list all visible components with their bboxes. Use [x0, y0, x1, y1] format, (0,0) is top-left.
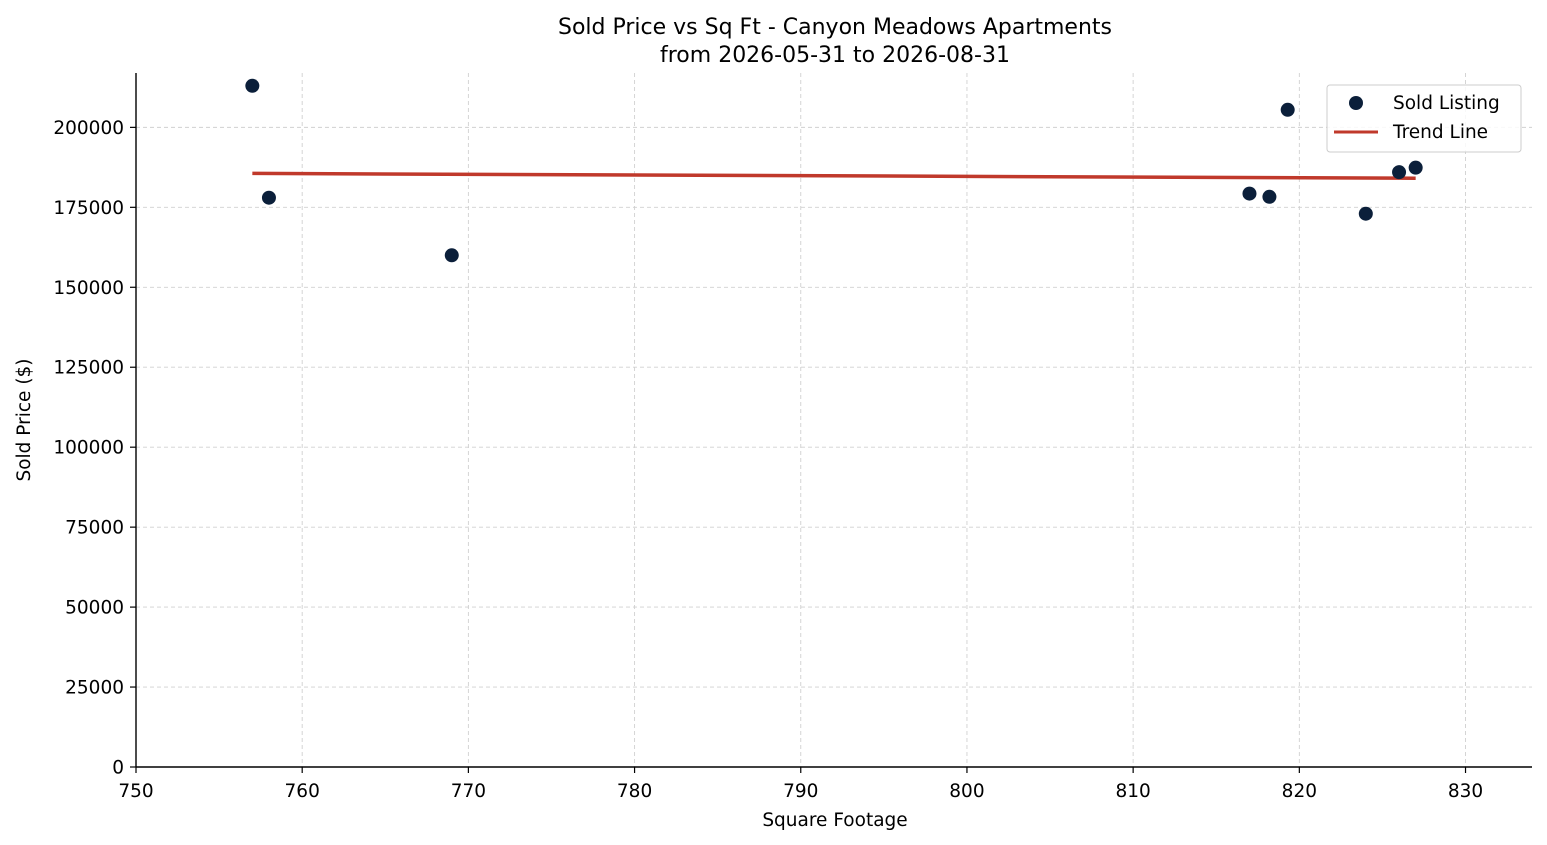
- legend-box: [1326, 84, 1522, 153]
- x-tick-label: 810: [1115, 781, 1150, 802]
- x-tick-label: 760: [285, 781, 320, 802]
- plot-marks: [245, 78, 1423, 263]
- y-tick-label: 125000: [53, 358, 124, 379]
- x-tick-label: 770: [451, 781, 486, 802]
- y-tick-label: 100000: [53, 438, 124, 459]
- legend-marker-sold-listing: [1349, 96, 1363, 110]
- chart-subtitle: from 2026-05-31 to 2026-08-31: [660, 43, 1010, 68]
- data-point: [1262, 189, 1277, 204]
- data-point: [1408, 160, 1423, 175]
- data-point: [1358, 206, 1373, 221]
- legend-label-trend-line: Trend Line: [1392, 122, 1488, 143]
- x-tick-label: 800: [949, 781, 984, 802]
- chart-title: Sold Price vs Sq Ft - Canyon Meadows Apa…: [558, 15, 1112, 40]
- x-tick-label: 790: [783, 781, 818, 802]
- data-point: [1242, 186, 1257, 201]
- x-axis-label: Square Footage: [762, 810, 907, 831]
- y-axis-label: Sold Price ($): [14, 358, 35, 481]
- y-tick-label: 175000: [53, 198, 124, 219]
- x-tick-label: 780: [617, 781, 652, 802]
- ticks: 750 760 770 780 790 800 810 820 830 0 25000 50000 75…: [53, 118, 1483, 802]
- y-tick-label: 200000: [53, 118, 124, 139]
- y-tick-label: 150000: [53, 278, 124, 299]
- y-tick-label: 50000: [65, 598, 124, 619]
- x-tick-label: 750: [118, 781, 153, 802]
- data-point: [1280, 102, 1295, 117]
- trend-line: [252, 171, 1416, 180]
- y-tick-label: 75000: [65, 518, 124, 539]
- x-tick-label: 820: [1282, 781, 1317, 802]
- data-point: [245, 78, 260, 93]
- x-tick-label: 830: [1448, 781, 1483, 802]
- data-point: [261, 190, 276, 205]
- data-point: [444, 248, 459, 263]
- y-tick-label: 0: [112, 758, 124, 779]
- data-point: [1392, 165, 1407, 180]
- y-tick-label: 25000: [65, 678, 124, 699]
- legend: Sold Listing Trend Line: [1326, 84, 1522, 153]
- legend-label-sold-listing: Sold Listing: [1393, 93, 1500, 114]
